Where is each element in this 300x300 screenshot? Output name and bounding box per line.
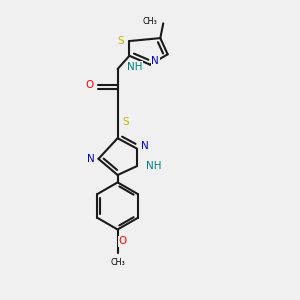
Text: N: N xyxy=(152,56,159,66)
Text: S: S xyxy=(118,36,124,46)
Text: N: N xyxy=(141,141,148,151)
Text: S: S xyxy=(122,117,129,127)
Text: O: O xyxy=(85,80,93,90)
Text: CH₃: CH₃ xyxy=(142,17,158,26)
Text: NH: NH xyxy=(146,161,162,171)
Text: CH₃: CH₃ xyxy=(110,258,125,267)
Text: NH: NH xyxy=(127,62,142,72)
Text: O: O xyxy=(118,236,126,246)
Text: N: N xyxy=(87,154,94,164)
